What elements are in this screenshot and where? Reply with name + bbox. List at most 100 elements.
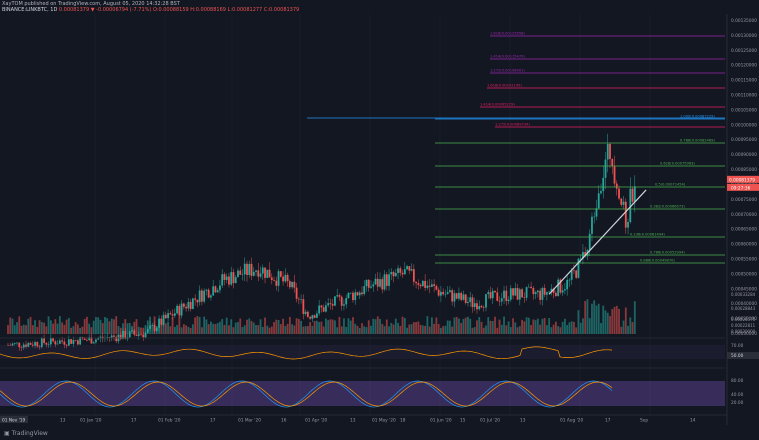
volume-bar: [40, 322, 43, 334]
candle-body: [514, 287, 517, 296]
volume-bar: [325, 318, 327, 334]
volume-bar: [315, 320, 318, 334]
price-tick-label: 0.00070000: [731, 212, 757, 218]
candle-body: [297, 298, 300, 300]
volume-bar: [277, 320, 280, 334]
fib-label-f0618: 0.618(0.00075963): [660, 162, 695, 166]
fib-label-f1272: 1.272(0.00089734): [495, 123, 530, 127]
candle-body: [149, 325, 151, 329]
volume-bar: [178, 316, 181, 334]
volume-bar: [306, 326, 309, 334]
volume-bar: [187, 326, 190, 334]
candle-body: [374, 278, 377, 285]
volume-bar: [329, 319, 332, 334]
volume-bar: [266, 325, 269, 334]
volume-bar: [248, 318, 251, 334]
candle-body: [618, 188, 620, 199]
volume-bar: [74, 322, 77, 334]
volume-bar: [194, 317, 197, 334]
candle-body: [320, 305, 323, 308]
candle-body: [521, 289, 523, 298]
fib-label-f0382: 0.382(0.00066973): [650, 205, 685, 209]
volume-bar: [9, 317, 12, 334]
rsi-panel: 70.00 50.00: [0, 337, 759, 360]
trendline: [548, 189, 647, 295]
candle-body: [561, 290, 564, 293]
volume-bar: [507, 321, 510, 334]
volume-bar: [532, 319, 535, 334]
volume-bar: [124, 319, 127, 334]
candle-body: [243, 263, 246, 275]
candle-body: [388, 274, 390, 286]
volume-bar: [573, 321, 575, 334]
fib-label-f1414: 1.414(0.00095229): [480, 103, 515, 107]
candle-body: [442, 291, 445, 295]
volume-bar: [182, 324, 185, 334]
candle-body: [361, 292, 363, 295]
volume-bar: [302, 326, 305, 334]
volume-bar: [135, 319, 138, 334]
candle-body: [325, 305, 327, 312]
volume-bar: [595, 305, 598, 334]
candle-body: [338, 295, 341, 297]
candle-body: [176, 305, 179, 314]
volume-tick-label: 0.00020000: [731, 329, 756, 334]
time-tick-label: 01 Apr '20: [305, 418, 328, 424]
volume-bar: [460, 322, 463, 334]
candle-body: [13, 342, 16, 344]
candle-body: [155, 327, 158, 331]
candle-body: [230, 272, 233, 285]
volume-bar: [133, 321, 136, 334]
time-tick-label: 13: [350, 418, 356, 424]
volume-bar: [293, 325, 296, 334]
candle-body: [115, 336, 118, 342]
volume-bar: [394, 318, 397, 334]
candle-body: [349, 292, 352, 294]
volume-bar: [437, 324, 440, 334]
candle-body: [566, 279, 569, 290]
volume-bar: [561, 321, 564, 334]
volume-bar: [541, 318, 544, 334]
candle-body: [214, 286, 217, 293]
candle-body: [313, 315, 316, 318]
volume-bar: [164, 323, 167, 334]
volume-bar: [631, 322, 634, 334]
volume-bar: [458, 318, 460, 334]
candle-body: [18, 342, 21, 348]
volume-bar: [586, 299, 589, 334]
candle-body: [485, 294, 487, 308]
candle-body: [146, 328, 149, 333]
rsi-value-badge: [727, 352, 759, 359]
symbol-label: BINANCE:LINKBTC, 1D: [2, 7, 58, 13]
volume-bar: [189, 327, 192, 334]
volume-bar: [58, 316, 61, 334]
candle-body: [189, 301, 192, 309]
candle-body: [72, 340, 75, 344]
candle-body: [58, 340, 61, 344]
volume-bar: [320, 321, 323, 334]
candle-body: [293, 281, 296, 288]
candle-body: [122, 330, 124, 340]
volume-bar: [430, 317, 433, 334]
stoch-tick-label: 20.00: [731, 400, 744, 406]
price-tick-label: 0.00060000: [731, 242, 757, 248]
volume-bar: [313, 320, 316, 334]
time-tick-label: 01 Jun '20: [430, 418, 452, 424]
price-tick-label: 0.00085000: [731, 167, 757, 173]
candle-body: [291, 281, 293, 288]
candle-body: [246, 263, 248, 275]
volume-bar: [536, 318, 539, 334]
price-tick-label: 0.00045000: [731, 286, 757, 292]
candle-body: [354, 292, 357, 301]
volume-bar: [203, 316, 206, 334]
volume-bar: [408, 324, 411, 334]
volume-bar: [602, 305, 605, 334]
volume-bar: [451, 326, 454, 334]
stoch-panel: 80.00 40.00 20.00: [0, 367, 744, 408]
volume-bar: [196, 316, 199, 334]
volume-bar: [473, 327, 476, 334]
candle-body: [390, 271, 393, 275]
volume-bar: [494, 316, 496, 334]
volume-bar: [246, 319, 248, 334]
